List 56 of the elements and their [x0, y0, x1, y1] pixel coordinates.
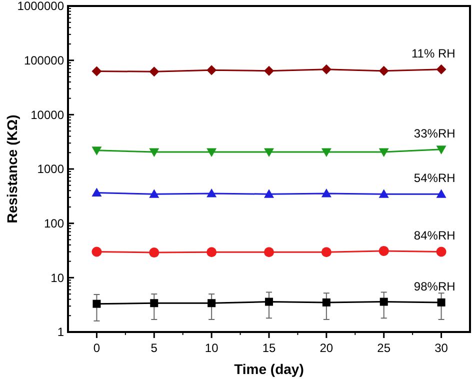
- point: [206, 148, 217, 158]
- point: [92, 188, 102, 197]
- point: [264, 148, 274, 158]
- point: [437, 298, 446, 306]
- point: [436, 64, 446, 74]
- point: [378, 148, 389, 158]
- point: [92, 246, 102, 257]
- point: [322, 298, 330, 306]
- series-label: 54%RH: [414, 171, 456, 186]
- point: [321, 64, 332, 74]
- point: [265, 298, 273, 306]
- x-tick-label: 0: [93, 341, 100, 355]
- point: [149, 248, 160, 258]
- y-tick-label: 1000: [37, 162, 64, 176]
- series-label: 33%RH: [414, 126, 456, 140]
- x-tick-label: 10: [204, 341, 219, 355]
- y-tick-label: 1: [57, 325, 64, 340]
- point: [321, 247, 332, 258]
- point: [436, 246, 446, 257]
- point: [380, 298, 388, 306]
- point: [264, 66, 274, 76]
- y-tick-label: 100: [44, 216, 64, 231]
- y-tick-label: 100000: [24, 54, 64, 68]
- point: [378, 189, 389, 198]
- x-tick-label: 5: [150, 341, 158, 355]
- point: [149, 148, 160, 158]
- point: [92, 300, 101, 308]
- point: [264, 189, 274, 198]
- point: [92, 146, 102, 156]
- point: [321, 188, 332, 198]
- series-label: 98%RH: [414, 279, 456, 294]
- point: [378, 246, 389, 256]
- point: [92, 66, 102, 76]
- point: [206, 247, 217, 258]
- x-tick-label: 30: [434, 341, 448, 355]
- point: [149, 66, 160, 77]
- y-tick-label: 10000: [30, 108, 64, 122]
- series-label: 11% RH: [411, 46, 456, 60]
- point: [149, 189, 160, 198]
- point: [436, 146, 446, 154]
- point: [321, 148, 332, 158]
- point: [436, 189, 446, 198]
- point: [378, 66, 389, 76]
- point: [150, 299, 158, 308]
- point: [208, 299, 216, 308]
- point: [206, 188, 217, 198]
- x-tick-label: 25: [377, 341, 391, 355]
- x-tick-label: 20: [320, 341, 334, 355]
- y-tick-label: 1000000: [17, 0, 64, 14]
- series-label: 84%RH: [414, 228, 456, 243]
- point: [264, 247, 274, 258]
- point: [206, 65, 217, 76]
- x-axis-title: Time (day): [234, 361, 304, 377]
- y-axis-title: Resistance (KΩ): [4, 114, 20, 224]
- x-tick-label: 15: [262, 341, 276, 355]
- y-tick-label: 10: [50, 270, 64, 285]
